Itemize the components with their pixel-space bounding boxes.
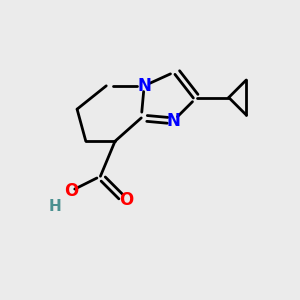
Text: H: H bbox=[49, 200, 61, 214]
Text: N: N bbox=[167, 112, 180, 130]
Text: N: N bbox=[137, 77, 151, 95]
Text: O: O bbox=[119, 190, 134, 208]
Text: O: O bbox=[64, 182, 78, 200]
